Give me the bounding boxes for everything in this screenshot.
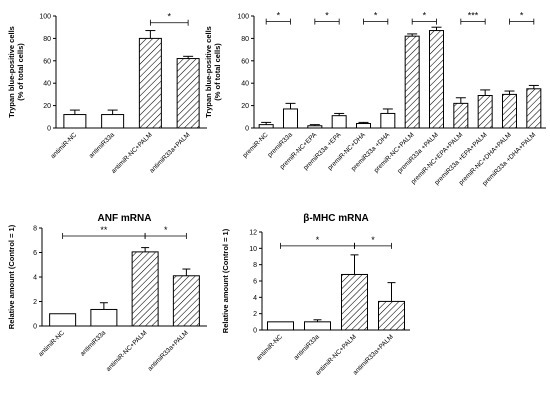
significance-label: * [374,11,378,21]
y-tick-label: 0 [47,126,51,133]
y-tick-label: 4 [253,295,257,302]
bar [283,108,298,129]
chart-2: 0 20 40 60 80 100 Trypan blue-positive cells(%… [204,11,546,187]
y-tick-label: 40 [241,81,249,88]
chart-4: 0 2 4 6 8 10 12 Relative amount (Control = 1) β-… [221,213,410,377]
x-category-label: antimiR33a [88,131,116,159]
x-category-label: antimiR-NC+PALM [105,329,149,373]
y-axis-label-line: Trypan blue-positive cells [204,26,213,118]
y-tick-label: 2 [253,311,257,318]
y-axis-label: Trypan blue-positive cells(% of total ce… [204,26,222,118]
y-tick-label: 100 [39,14,51,21]
significance-label: * [167,12,171,22]
y-tick-label: 8 [33,226,37,233]
significance-label: * [164,225,168,235]
significance-label: *** [468,11,479,21]
y-axis-label-line: (% of total cells) [16,43,25,101]
significance-label: * [371,235,375,245]
significance-label: * [316,235,320,245]
bar [90,308,118,327]
y-axis-label-line: Relative amount (Control = 1) [221,228,230,333]
bar [304,321,331,331]
y-tick-label: 10 [249,246,257,253]
y-tick-label: 0 [33,324,37,331]
bar [307,125,323,129]
y-tick-label: 20 [241,103,249,110]
y-tick-label: 0 [245,126,249,133]
chart-3: 0 2 4 6 8 Relative amount (Control = 1) ANF mR… [7,213,207,373]
bar [477,95,493,129]
x-category-label: antimiR33a+PALM [147,329,190,372]
bar [267,321,294,331]
bar [404,35,420,129]
x-category-label: antimiR33a+PALM [352,333,395,376]
x-category-label: antimiR-NC [37,329,66,358]
y-tick-label: 4 [33,275,37,282]
y-tick-label: 6 [253,279,257,286]
bar [101,114,125,129]
y-tick-label: 40 [43,81,51,88]
y-tick-label: 0 [253,328,257,335]
y-axis-label: Relative amount (Control = 1) [7,224,16,329]
y-tick-label: 12 [249,230,257,237]
y-axis-label-line: Trypan blue-positive cells [7,26,16,118]
bar [526,88,542,129]
x-category-label: premiR-NC [242,131,270,159]
bar [378,300,405,331]
y-tick-label: 2 [33,299,37,306]
bar [331,115,347,129]
y-axis-label: Trypan blue-positive cells(% of total ce… [7,26,25,118]
bar [453,102,469,129]
bar [131,251,159,327]
x-category-label: antimiR33a [79,329,107,357]
bar [380,112,396,129]
x-category-label: antimiR-NC [255,333,284,362]
y-tick-label: 8 [253,262,257,269]
bar [172,275,200,327]
bar [63,114,87,129]
y-axis-label-line: (% of total cells) [213,43,222,101]
bar [176,58,200,129]
y-tick-label: 60 [43,58,51,65]
y-tick-label: 100 [237,14,249,21]
bar [429,30,444,129]
y-axis-label-line: Relative amount (Control = 1) [7,224,16,329]
y-axis-label: Relative amount (Control = 1) [221,228,230,333]
x-category-label: antimiR33a [293,333,321,361]
bar [356,123,371,129]
x-category-label: antimiR-NC [50,131,79,160]
y-tick-label: 80 [43,36,51,43]
chart-1: 0 20 40 60 80 100 Trypan blue-positive cells(%… [7,12,207,175]
x-category-label: antimiR-NC+PALM [314,333,358,377]
y-tick-label: 60 [241,58,249,65]
x-category-label: antimiR33a+PALM [148,131,191,174]
y-tick-label: 20 [43,103,51,110]
significance-label: * [520,11,524,21]
significance-label: * [277,11,281,21]
bar [502,93,517,129]
x-category-label: antimiR-NC+PALM [110,131,154,175]
chart-title: ANF mRNA [98,213,152,224]
significance-label: ** [100,225,108,235]
y-tick-label: 6 [33,250,37,257]
bar [49,313,77,327]
significance-label: * [325,11,329,21]
bar [258,124,274,129]
significance-label: * [423,11,427,21]
y-tick-label: 80 [241,36,249,43]
chart-title: β-MHC mRNA [303,213,369,224]
bar [341,273,368,331]
bar [138,37,162,129]
